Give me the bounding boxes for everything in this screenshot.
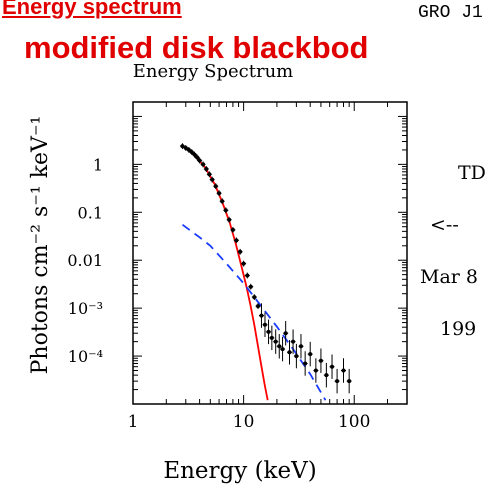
data-point bbox=[303, 361, 308, 366]
data-point bbox=[230, 227, 235, 232]
data-point bbox=[183, 145, 188, 150]
data-point bbox=[273, 339, 278, 344]
plot-axes bbox=[132, 101, 408, 405]
data-point bbox=[186, 147, 191, 152]
data-point bbox=[269, 335, 274, 340]
data-point bbox=[252, 295, 257, 300]
plot-frame bbox=[132, 101, 408, 405]
y-axis-label: Photons cm⁻² s⁻¹ keV⁻¹ bbox=[28, 116, 53, 375]
data-point bbox=[283, 331, 288, 336]
data-point bbox=[318, 358, 323, 363]
chart-title: Energy Spectrum bbox=[133, 61, 294, 82]
axis-ticks: 1 10 100 1 0.1 0.01 10⁻³ 10⁻⁴ bbox=[67, 101, 408, 432]
y-tick-label: 0.1 bbox=[78, 203, 103, 222]
data-point bbox=[227, 217, 232, 222]
disk-blackbody-model-line bbox=[181, 145, 269, 401]
side-note-3: Mar 8 bbox=[420, 266, 478, 288]
y-tick-label: 10⁻⁴ bbox=[68, 347, 103, 366]
data-point bbox=[180, 144, 185, 149]
data-point bbox=[280, 347, 285, 352]
data-point bbox=[248, 284, 253, 289]
data-point bbox=[223, 208, 228, 213]
data-point bbox=[259, 313, 264, 318]
y-tick-label: 10⁻³ bbox=[68, 299, 103, 318]
data-point bbox=[238, 249, 243, 254]
side-note-1: TD bbox=[458, 162, 486, 184]
data-point bbox=[192, 152, 197, 157]
data-point bbox=[287, 350, 292, 355]
y-tick-label: 0.01 bbox=[67, 251, 103, 270]
data-point bbox=[245, 273, 250, 278]
data-point bbox=[256, 304, 261, 309]
data-points bbox=[179, 143, 352, 394]
data-point bbox=[347, 379, 352, 384]
data-point bbox=[210, 177, 215, 182]
side-note-4: 199 bbox=[440, 318, 477, 340]
source-label: GRO J1 bbox=[418, 3, 483, 23]
data-point bbox=[308, 352, 313, 357]
data-point bbox=[197, 158, 202, 163]
data-point bbox=[313, 368, 318, 373]
data-point bbox=[294, 354, 299, 359]
data-point bbox=[217, 191, 222, 196]
data-point bbox=[189, 150, 194, 155]
x-tick-label: 100 bbox=[338, 412, 370, 432]
data-point bbox=[324, 373, 329, 378]
data-point bbox=[330, 364, 335, 369]
data-point bbox=[234, 238, 239, 243]
power-law-model-line bbox=[181, 223, 327, 401]
data-point bbox=[266, 329, 271, 334]
data-point bbox=[262, 322, 267, 327]
page-heading: Energy spectrum bbox=[2, 0, 182, 19]
data-point bbox=[241, 261, 246, 266]
y-tick-label: 1 bbox=[93, 155, 103, 174]
x-tick-label: 10 bbox=[233, 412, 255, 432]
data-point bbox=[291, 339, 296, 344]
data-point bbox=[277, 344, 282, 349]
page-subheading: modified disk blackbod bbox=[24, 30, 369, 65]
data-point bbox=[204, 167, 209, 172]
side-note-2: <-- bbox=[430, 214, 459, 236]
data-point bbox=[298, 344, 303, 349]
data-point bbox=[220, 199, 225, 204]
data-point bbox=[213, 184, 218, 189]
x-axis-label: Energy (keV) bbox=[163, 458, 316, 484]
data-point bbox=[201, 162, 206, 167]
x-tick-label: 1 bbox=[128, 412, 139, 432]
data-point bbox=[335, 379, 340, 384]
data-point bbox=[207, 172, 212, 177]
data-point bbox=[195, 155, 200, 160]
data-point bbox=[341, 368, 346, 373]
